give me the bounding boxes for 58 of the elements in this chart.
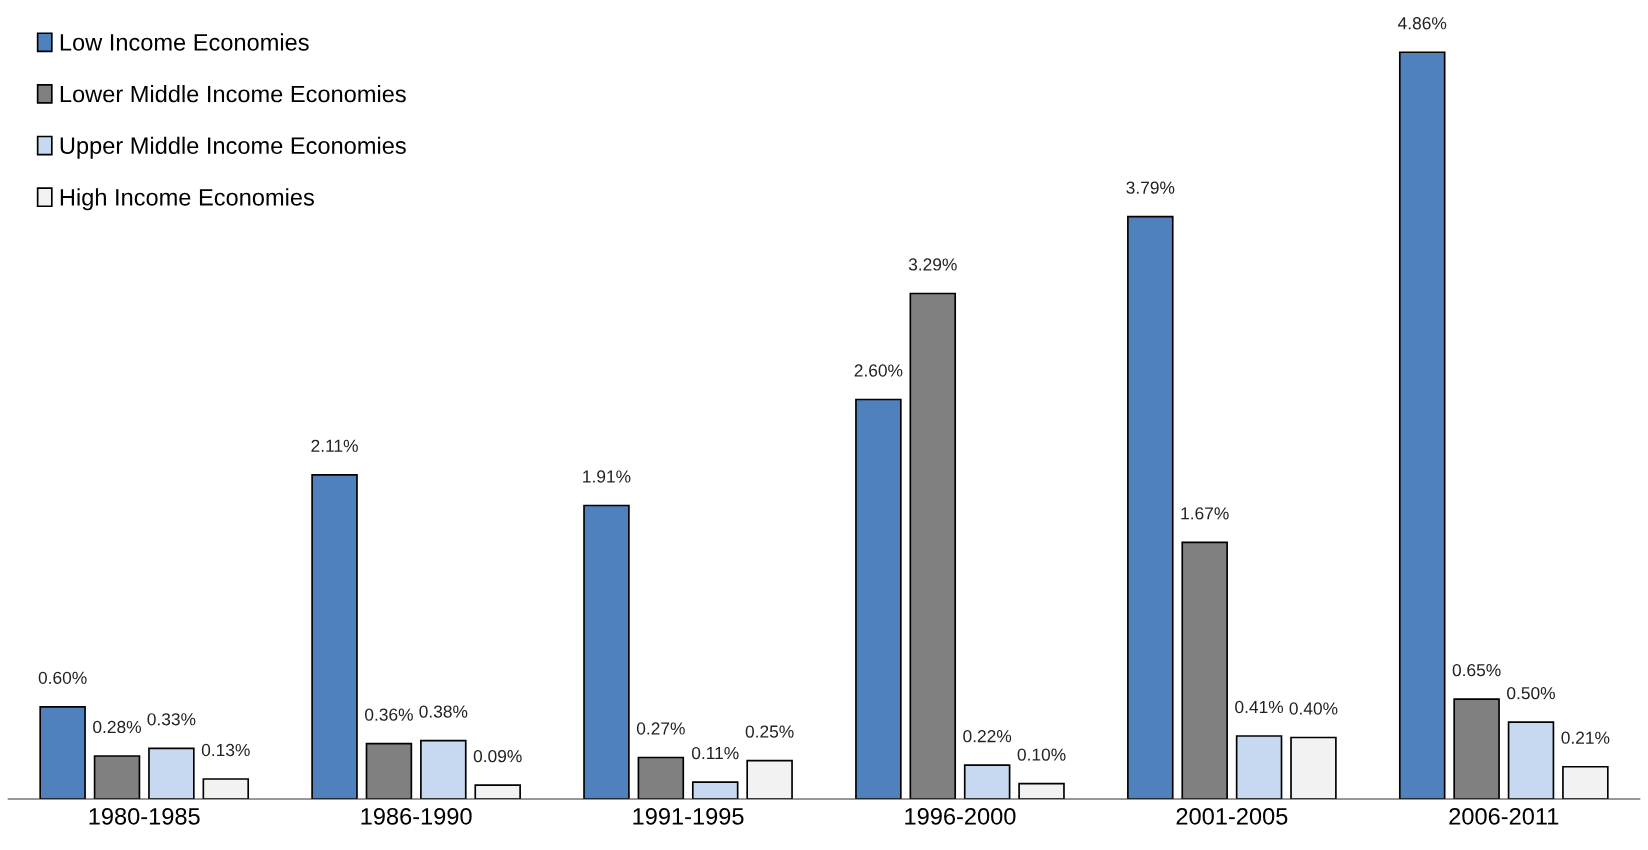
x-tick-label: 1986-1990 (361, 807, 472, 825)
data-label: 0.13% (201, 743, 250, 757)
data-label: 0.11% (691, 746, 739, 760)
data-label: 0.60% (38, 671, 87, 684)
bar (202, 778, 250, 799)
bar (1453, 698, 1500, 799)
data-label: 0.33% (147, 713, 196, 726)
bar (1181, 541, 1228, 799)
bar (909, 292, 957, 799)
bar (1018, 782, 1065, 799)
legend-label: Upper Middle Income Economies (60, 136, 406, 159)
x-tick-label: 1991-1995 (633, 807, 744, 825)
bar (746, 759, 793, 799)
data-label: 0.27% (636, 722, 685, 735)
data-label: 2.60% (854, 364, 903, 377)
data-label: 0.36% (364, 708, 413, 721)
data-label: 3.79% (1126, 181, 1175, 194)
data-label: 0.09% (473, 750, 522, 763)
bar (93, 755, 141, 799)
bar (1235, 735, 1283, 799)
bar (39, 705, 86, 799)
data-label: 1.91% (583, 470, 631, 483)
bar (420, 739, 467, 799)
legend-label: High Income Economies (60, 188, 314, 211)
x-tick-label: 1980-1985 (89, 807, 200, 825)
bar (855, 398, 902, 799)
data-label: 0.38% (419, 705, 468, 718)
bar (1562, 765, 1609, 799)
data-label: 0.21% (1561, 731, 1610, 744)
data-label: 0.25% (745, 725, 794, 738)
bar (1127, 215, 1174, 799)
bar (311, 473, 358, 799)
bar (1290, 736, 1337, 799)
bar (1507, 721, 1555, 799)
data-label: 0.50% (1507, 687, 1555, 700)
data-label: 0.22% (963, 730, 1012, 743)
x-tick-label: 2006-2011 (1449, 807, 1559, 825)
bar (1398, 51, 1446, 799)
legend-label: Lower Middle Income Economies (60, 85, 406, 103)
data-label: 0.41% (1235, 700, 1284, 714)
bar (691, 781, 739, 799)
data-label: 1.67% (1181, 507, 1229, 520)
data-label: 0.28% (93, 720, 141, 734)
data-label: 0.40% (1289, 702, 1338, 715)
bar (365, 742, 413, 799)
bar (583, 504, 630, 799)
x-tick-label: 2001-2005 (1176, 807, 1288, 825)
data-label: 0.10% (1017, 748, 1066, 761)
bar (963, 764, 1011, 799)
x-tick-label: 1996-2000 (905, 807, 1016, 825)
legend-label: Low Income Economies (60, 33, 309, 51)
bar (474, 784, 521, 799)
data-label: 4.86% (1398, 17, 1447, 30)
bar (637, 756, 685, 799)
data-label: 0.65% (1452, 663, 1501, 677)
bar (148, 747, 195, 799)
data-label: 2.11% (311, 439, 358, 452)
data-label: 3.29% (908, 258, 957, 271)
